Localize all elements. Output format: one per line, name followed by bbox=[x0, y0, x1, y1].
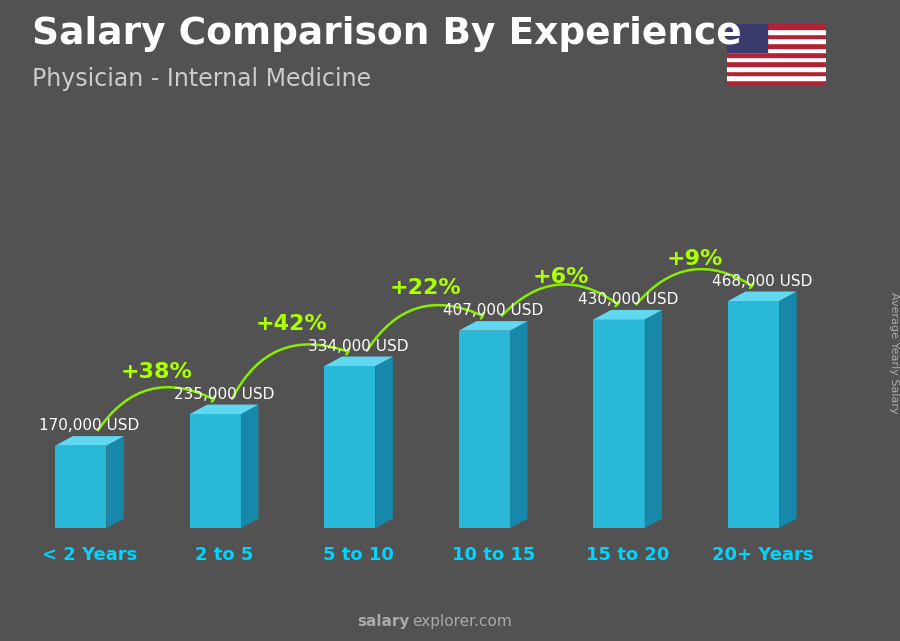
Text: 2 to 5: 2 to 5 bbox=[195, 546, 253, 564]
Text: Physician - Internal Medicine: Physician - Internal Medicine bbox=[32, 67, 371, 91]
Text: 407,000 USD: 407,000 USD bbox=[443, 303, 544, 319]
Text: explorer.com: explorer.com bbox=[412, 615, 512, 629]
Text: 10 to 15: 10 to 15 bbox=[452, 546, 535, 564]
Bar bbox=[727, 52, 826, 57]
Polygon shape bbox=[510, 321, 527, 528]
Bar bbox=[727, 24, 767, 52]
Text: +38%: +38% bbox=[121, 362, 193, 382]
Text: salary: salary bbox=[357, 615, 410, 629]
Bar bbox=[727, 57, 826, 62]
Text: +42%: +42% bbox=[256, 314, 328, 334]
Bar bbox=[727, 43, 826, 47]
Text: < 2 Years: < 2 Years bbox=[42, 546, 137, 564]
Bar bbox=[727, 71, 826, 76]
Bar bbox=[727, 33, 826, 38]
Text: Average Yearly Salary: Average Yearly Salary bbox=[888, 292, 899, 413]
Text: 15 to 20: 15 to 20 bbox=[586, 546, 670, 564]
Polygon shape bbox=[324, 356, 393, 366]
Text: 5 to 10: 5 to 10 bbox=[323, 546, 394, 564]
Polygon shape bbox=[190, 414, 241, 528]
Bar bbox=[727, 76, 826, 80]
Text: 430,000 USD: 430,000 USD bbox=[578, 292, 678, 307]
Polygon shape bbox=[55, 445, 106, 528]
Polygon shape bbox=[459, 331, 510, 528]
Polygon shape bbox=[324, 366, 375, 528]
Text: 468,000 USD: 468,000 USD bbox=[712, 274, 813, 289]
Text: 334,000 USD: 334,000 USD bbox=[309, 339, 409, 354]
Bar bbox=[727, 47, 826, 52]
Bar bbox=[727, 80, 826, 85]
Polygon shape bbox=[728, 292, 796, 301]
Polygon shape bbox=[459, 321, 527, 331]
Bar bbox=[727, 66, 826, 71]
Polygon shape bbox=[593, 319, 644, 528]
Polygon shape bbox=[779, 292, 796, 528]
Text: 235,000 USD: 235,000 USD bbox=[174, 387, 274, 402]
Text: +22%: +22% bbox=[390, 278, 462, 299]
Polygon shape bbox=[644, 310, 662, 528]
Polygon shape bbox=[593, 310, 662, 319]
Bar bbox=[727, 62, 826, 66]
Bar bbox=[727, 38, 826, 43]
Text: 170,000 USD: 170,000 USD bbox=[40, 419, 140, 433]
Text: 20+ Years: 20+ Years bbox=[712, 546, 813, 564]
Bar bbox=[727, 24, 826, 29]
Bar bbox=[727, 29, 826, 33]
Polygon shape bbox=[241, 404, 258, 528]
Text: Salary Comparison By Experience: Salary Comparison By Experience bbox=[32, 16, 742, 52]
Polygon shape bbox=[55, 436, 124, 445]
Polygon shape bbox=[190, 404, 258, 414]
Polygon shape bbox=[106, 436, 124, 528]
Polygon shape bbox=[728, 301, 779, 528]
Polygon shape bbox=[375, 356, 393, 528]
Text: +9%: +9% bbox=[667, 249, 724, 269]
Text: +6%: +6% bbox=[532, 267, 589, 287]
